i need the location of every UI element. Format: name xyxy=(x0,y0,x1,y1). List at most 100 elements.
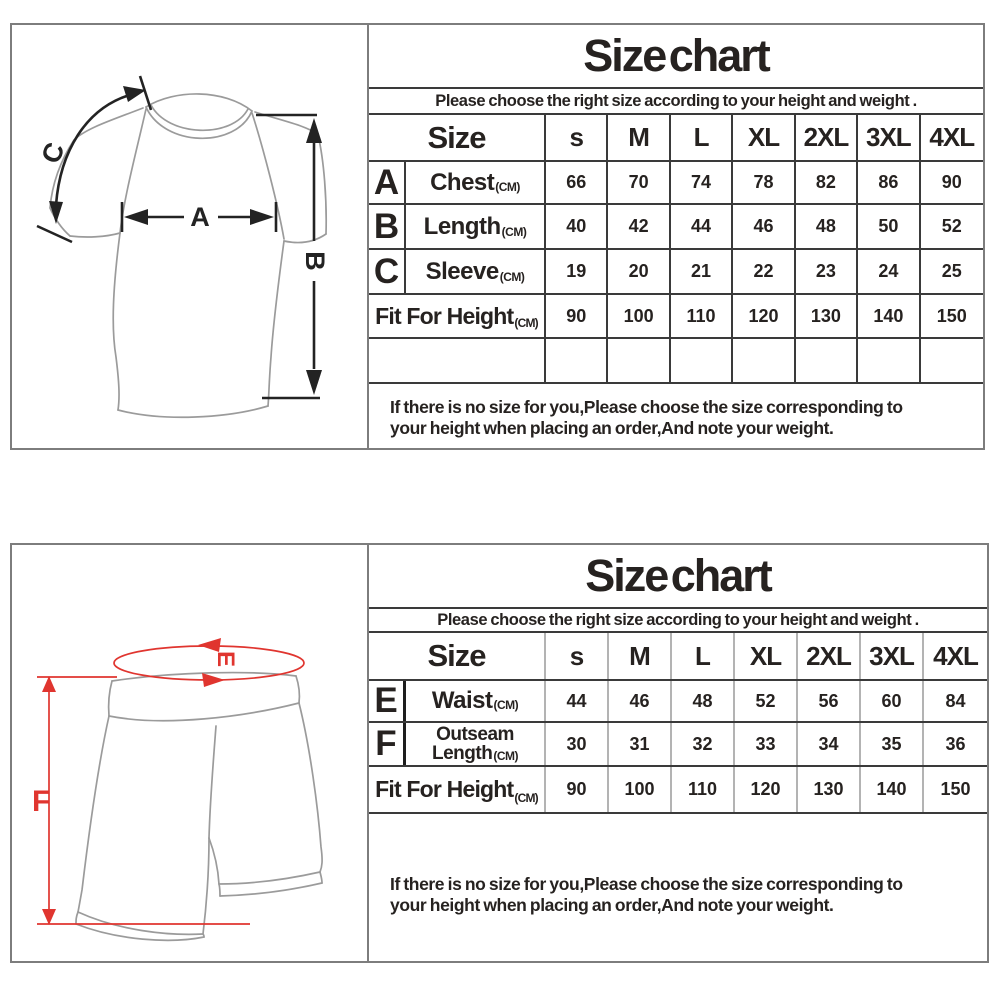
empty-row xyxy=(369,339,983,384)
cell-value: 31 xyxy=(609,723,672,765)
unit-label: (CM) xyxy=(495,180,520,194)
cell-value: 52 xyxy=(941,216,962,236)
cell-value: 50 xyxy=(858,205,921,248)
outseam-arrow-label: F xyxy=(32,785,50,818)
unit-label: (CM) xyxy=(501,225,527,239)
size-col-s: s xyxy=(546,115,609,160)
unit-label: (CM) xyxy=(499,270,525,284)
cell-value: 34 xyxy=(798,723,861,765)
fit-height-label: Fit For Height (CM) xyxy=(369,767,546,812)
measure-arrows xyxy=(36,75,320,400)
size-header: Size xyxy=(369,115,546,160)
cell-value: 78 xyxy=(733,162,796,203)
cell-value: 23 xyxy=(796,250,859,293)
cell-value: 60 xyxy=(861,681,924,721)
unit-label: (CM) xyxy=(514,316,538,330)
size-col-4xl: 4XL xyxy=(933,640,979,671)
row-letter: A xyxy=(369,162,406,203)
cell-value: 74 xyxy=(671,162,734,203)
shorts-measure-illustration: E F xyxy=(32,638,323,942)
size-header: Size xyxy=(369,633,546,679)
shorts-size-chart-panel: E F Size chart Please choose the right s… xyxy=(10,543,989,963)
arrow-heads xyxy=(42,638,225,925)
cell-value: 66 xyxy=(546,162,609,203)
chart-title: Size chart xyxy=(369,25,983,89)
size-col-3xl: 3XL xyxy=(858,115,921,160)
cell-value: 100 xyxy=(608,295,671,337)
shorts-outline xyxy=(75,671,323,942)
cell-value: 110 xyxy=(672,767,735,812)
row-label: Outseam Length (CM) xyxy=(406,723,546,765)
waist-ellipse xyxy=(113,645,305,681)
size-col-xl: XL xyxy=(733,115,796,160)
row-letter: E xyxy=(369,681,406,721)
cell-value: 32 xyxy=(672,723,735,765)
size-col-s: s xyxy=(546,633,609,679)
cell-value: 46 xyxy=(733,205,796,248)
cell-value: 100 xyxy=(609,767,672,812)
cell-value: 52 xyxy=(735,681,798,721)
cell-value: 48 xyxy=(672,681,735,721)
cell-value: 44 xyxy=(546,681,609,721)
cell-value: 46 xyxy=(609,681,672,721)
header-row: Size s M L XL 2XL 3XL 4XL xyxy=(369,633,987,681)
chart-title: Size chart xyxy=(369,545,987,609)
cell-value: 33 xyxy=(735,723,798,765)
table-row-length: B Length (CM) 40 42 44 46 48 50 52 xyxy=(369,205,983,250)
cell-value: 150 xyxy=(940,779,971,799)
shorts-diagram: E F xyxy=(12,545,369,961)
shirt-measure-illustration: A B C xyxy=(35,75,330,419)
header-row: Size s M L XL 2XL 3XL 4XL xyxy=(369,115,983,162)
cell-value: 22 xyxy=(733,250,796,293)
chart-footnote: If there is no size for you,Please choos… xyxy=(390,874,903,915)
size-col-3xl: 3XL xyxy=(861,633,924,679)
shirt-size-chart-panel: A B C Size chart Please choose the right… xyxy=(10,23,985,450)
chart-note: Please choose the right size according t… xyxy=(369,609,987,633)
cell-value: 120 xyxy=(733,295,796,337)
table-row-outseam: F Outseam Length (CM) 30 31 32 33 34 35 3… xyxy=(369,723,987,767)
shirt-outline xyxy=(49,93,328,419)
cell-value: 40 xyxy=(546,205,609,248)
row-label: Length (CM) xyxy=(406,205,546,248)
cell-value: 140 xyxy=(861,767,924,812)
cell-value: 130 xyxy=(796,295,859,337)
cell-value: 90 xyxy=(546,295,609,337)
size-col-m: M xyxy=(608,115,671,160)
row-letter: C xyxy=(369,250,406,293)
length-arrow-label: B xyxy=(300,251,330,271)
cell-value: 140 xyxy=(858,295,921,337)
chest-arrow-label: A xyxy=(190,202,210,232)
cell-value: 21 xyxy=(671,250,734,293)
arrow-heads xyxy=(49,86,322,395)
shirt-chart: Size chart Please choose the right size … xyxy=(369,25,983,448)
cell-value: 90 xyxy=(941,172,962,192)
cell-value: 56 xyxy=(798,681,861,721)
cell-value: 90 xyxy=(546,767,609,812)
cell-value: 84 xyxy=(945,690,966,711)
shirt-diagram: A B C xyxy=(12,25,369,448)
size-col-4xl: 4XL xyxy=(929,122,975,152)
cell-value: 130 xyxy=(798,767,861,812)
table-row-chest: A Chest (CM) 66 70 74 78 82 86 90 xyxy=(369,162,983,205)
unit-label: (CM) xyxy=(493,698,519,712)
cell-value: 25 xyxy=(941,261,962,281)
size-col-2xl: 2XL xyxy=(796,115,859,160)
size-col-m: M xyxy=(609,633,672,679)
size-col-l: L xyxy=(672,633,735,679)
cell-value: 44 xyxy=(671,205,734,248)
table-row-sleeve: C Sleeve (CM) 19 20 21 22 23 24 25 xyxy=(369,250,983,295)
cell-value: 48 xyxy=(796,205,859,248)
cell-value: 82 xyxy=(796,162,859,203)
table-row-waist: E Waist (CM) 44 46 48 52 56 60 84 xyxy=(369,681,987,723)
size-col-2xl: 2XL xyxy=(798,633,861,679)
cell-value: 42 xyxy=(608,205,671,248)
cell-value: 24 xyxy=(858,250,921,293)
row-letter: B xyxy=(369,205,406,248)
cell-value: 70 xyxy=(608,162,671,203)
chart-note: Please choose the right size according t… xyxy=(369,89,983,115)
table-row-fit-height: Fit For Height (CM) 90 100 110 120 130 14… xyxy=(369,295,983,339)
cell-value: 110 xyxy=(671,295,734,337)
row-label: Waist (CM) xyxy=(406,681,546,721)
fit-height-label: Fit For Height (CM) xyxy=(369,295,546,337)
cell-value: 86 xyxy=(858,162,921,203)
